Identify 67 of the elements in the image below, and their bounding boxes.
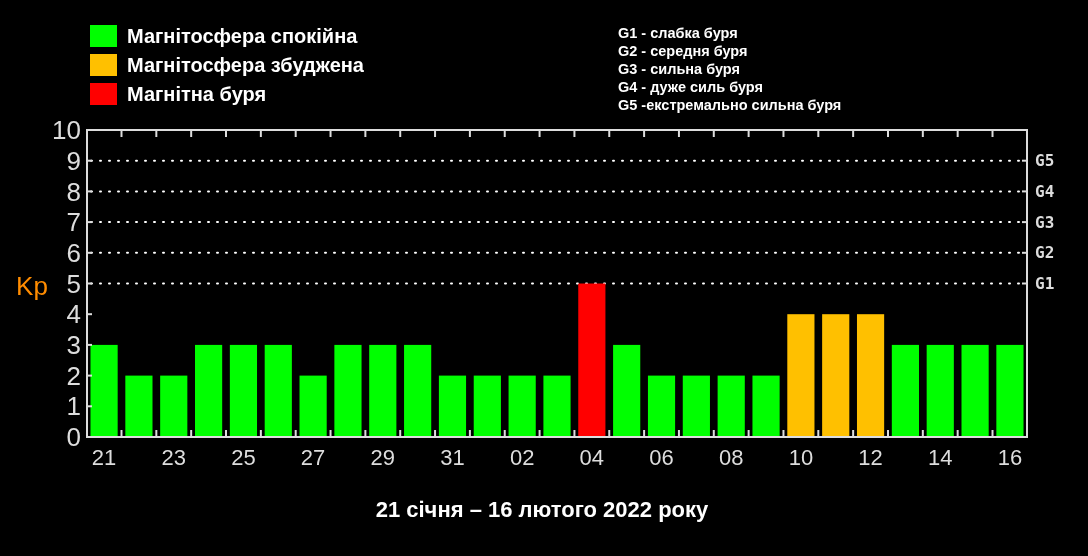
y-tick-label: 8 — [66, 176, 81, 207]
bar — [856, 314, 885, 437]
y-tick-label: 10 — [52, 115, 81, 146]
bar — [160, 375, 188, 437]
bar — [543, 375, 571, 437]
x-tick-label: 02 — [509, 445, 535, 470]
bar — [404, 344, 432, 437]
x-tick-label: 25 — [231, 445, 256, 470]
x-tick-label: 14 — [928, 445, 953, 470]
bar — [229, 344, 258, 437]
x-tick-label: 21 — [91, 445, 117, 470]
bar — [961, 344, 989, 437]
legend-label: Магнітосфера спокійна — [127, 25, 359, 47]
legend-label: Магнітна буря — [127, 83, 267, 105]
bar — [195, 344, 223, 437]
bar — [508, 375, 536, 437]
bar — [926, 344, 954, 437]
x-tick-label: 04 — [579, 445, 605, 470]
y-tick-label: 3 — [66, 330, 81, 360]
legend-label: Магнітосфера збуджена — [127, 54, 365, 76]
x-tick-label: 10 — [788, 445, 814, 470]
bar — [299, 375, 327, 437]
y-tick-label: 2 — [66, 360, 81, 391]
x-tick-label: 06 — [649, 445, 674, 470]
bar — [996, 344, 1024, 437]
bar — [822, 314, 850, 437]
bar — [264, 344, 292, 437]
ref-line-label: G2 — [1035, 243, 1055, 263]
bar — [682, 375, 710, 437]
bar — [752, 375, 780, 437]
text: G4 - дуже силь буря — [618, 79, 763, 96]
bar — [787, 314, 815, 437]
text: G3 - сильна буря — [618, 61, 740, 78]
y-tick-label: 1 — [66, 391, 81, 422]
bar — [717, 375, 745, 437]
ref-line-label: G5 — [1035, 151, 1055, 171]
ref-line-label: G1 — [1035, 274, 1055, 294]
bar — [438, 375, 467, 437]
bar — [613, 344, 641, 437]
y-tick-label: 5 — [66, 268, 81, 299]
bar — [473, 375, 501, 437]
ref-line-label: G3 — [1035, 212, 1055, 232]
y-axis-title: Kp — [16, 271, 48, 302]
x-tick-label: 16 — [997, 445, 1023, 470]
bar — [647, 375, 676, 437]
bar — [90, 344, 118, 437]
y-tick-label: 0 — [66, 422, 81, 453]
x-tick-label: 31 — [440, 445, 465, 470]
x-tick-label: 29 — [370, 445, 396, 470]
y-tick-label: 9 — [66, 145, 81, 176]
x-tick-label: 23 — [161, 445, 186, 470]
x-axis-title: 21 січня – 16 лютого 2022 року — [375, 497, 710, 522]
ref-line-label: G4 — [1035, 182, 1055, 201]
bar — [891, 344, 919, 437]
bar — [125, 375, 153, 437]
bar — [578, 283, 606, 437]
bar — [334, 344, 362, 437]
x-tick-label: 12 — [858, 445, 883, 470]
y-tick-label: 4 — [66, 299, 81, 330]
text: G2 - середня буря — [618, 43, 748, 60]
x-tick-label: 27 — [300, 445, 326, 470]
y-tick-label: 6 — [66, 237, 81, 268]
text: G5 -екстремально сильна буря — [618, 97, 842, 114]
text: G1 - слабка буря — [618, 25, 738, 42]
x-tick-label: 08 — [718, 445, 744, 470]
y-tick-label: 7 — [66, 207, 81, 238]
bar — [369, 344, 397, 437]
